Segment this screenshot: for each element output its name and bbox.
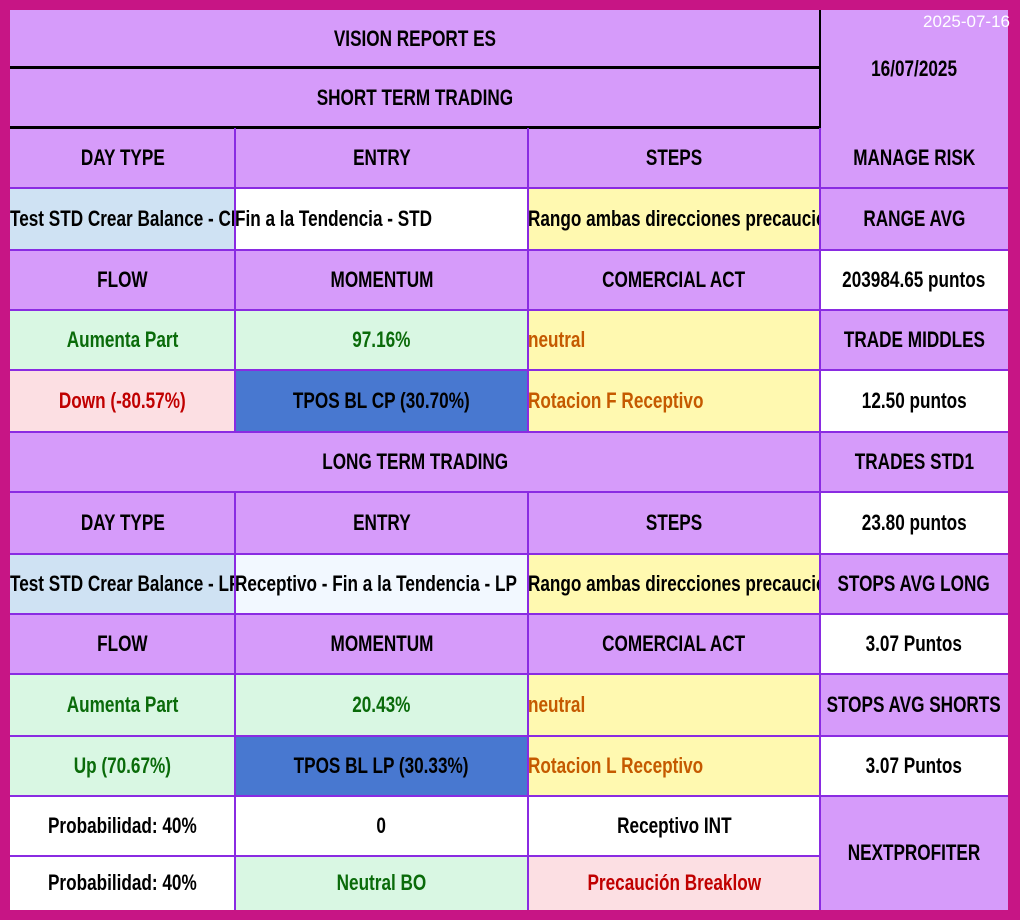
- grid-h-10: [10, 735, 1008, 737]
- receptivo-int: Receptivo INT: [528, 796, 820, 856]
- short-direction: Down (-80.57%): [10, 370, 235, 432]
- long-rotation: Rotacion L Receptivo: [528, 736, 820, 796]
- long-entry: Receptivo - Fin a la Tendencia - LP: [235, 554, 528, 614]
- probability-row-1: Probabilidad: 40%: [10, 796, 235, 856]
- brand-nextprofiter: NEXTPROFITER: [820, 796, 1008, 910]
- short-col-comercial: COMERCIAL ACT: [528, 250, 820, 310]
- trades-std1-label: TRADES STD1: [820, 432, 1008, 492]
- grid-h-6: [10, 491, 1008, 493]
- short-tpos: TPOS BL CP (30.70%): [235, 370, 528, 432]
- long-col-entry: ENTRY: [235, 492, 528, 554]
- long-col-momentum: MOMENTUM: [235, 614, 528, 674]
- grid-h-5: [10, 431, 1008, 433]
- long-tpos: TPOS BL LP (30.33%): [235, 736, 528, 796]
- grid-v-3: [819, 128, 821, 910]
- stops-avg-long-label: STOPS AVG LONG: [820, 554, 1008, 614]
- header-divider: [10, 66, 820, 69]
- long-col-flow: FLOW: [10, 614, 235, 674]
- stops-avg-shorts-label: STOPS AVG SHORTS: [820, 674, 1008, 736]
- long-term-title: LONG TERM TRADING: [10, 432, 820, 492]
- long-comercial: neutral: [528, 674, 820, 736]
- grid-v-2: [527, 128, 529, 432]
- trade-middles-value: 12.50 puntos: [820, 370, 1008, 432]
- short-momentum: 97.16%: [235, 310, 528, 370]
- short-col-entry: ENTRY: [235, 128, 528, 188]
- short-term-title: SHORT TERM TRADING: [10, 68, 820, 128]
- long-col-comercial: COMERCIAL ACT: [528, 614, 820, 674]
- header-bottom-line: [10, 126, 820, 129]
- report-date: 16/07/2025: [820, 10, 1008, 128]
- report-title: VISION REPORT ES: [10, 10, 820, 68]
- grid-h-1: [10, 187, 1008, 189]
- grid-h-8: [10, 613, 1008, 615]
- trades-std1-value: 23.80 puntos: [820, 492, 1008, 554]
- short-day-type: Test STD Crear Balance - CP: [10, 188, 235, 250]
- neutral-bo: Neutral BO: [235, 856, 528, 910]
- long-day-type: Test STD Crear Balance - LP: [10, 554, 235, 614]
- short-col-steps: STEPS: [528, 128, 820, 188]
- precaucion-breaklow: Precaución Breaklow: [528, 856, 820, 910]
- trade-middles-label: TRADE MIDDLES: [820, 310, 1008, 370]
- short-flow: Aumenta Part: [10, 310, 235, 370]
- grid-h-12: [10, 855, 820, 857]
- grid-v-1: [234, 128, 236, 432]
- report-frame: VISION REPORT ES 16/07/2025 SHORT TERM T…: [10, 10, 1008, 910]
- date-stamp: 2025-07-16: [923, 12, 1010, 31]
- long-col-steps: STEPS: [528, 492, 820, 554]
- range-avg-value: 203984.65 puntos: [820, 250, 1008, 310]
- grid-h-2: [10, 249, 1008, 251]
- stops-avg-shorts-value: 3.07 Puntos: [820, 736, 1008, 796]
- manage-risk-label: MANAGE RISK: [820, 128, 1008, 188]
- long-momentum: 20.43%: [235, 674, 528, 736]
- long-direction: Up (70.67%): [10, 736, 235, 796]
- long-col-day-type: DAY TYPE: [10, 492, 235, 554]
- grid-v-5: [527, 492, 529, 910]
- stops-avg-long-value: 3.07 Puntos: [820, 614, 1008, 674]
- header-vertical-line: [819, 10, 821, 128]
- grid-h-11: [10, 795, 1008, 797]
- grid-h-4: [10, 369, 1008, 371]
- short-rotation: Rotacion F Receptivo: [528, 370, 820, 432]
- short-col-day-type: DAY TYPE: [10, 128, 235, 188]
- probability-row-2: Probabilidad: 40%: [10, 856, 235, 910]
- short-entry: Fin a la Tendencia - STD: [235, 188, 528, 250]
- long-flow: Aumenta Part: [10, 674, 235, 736]
- short-col-momentum: MOMENTUM: [235, 250, 528, 310]
- short-steps: Rango ambas direcciones precaución: [528, 188, 820, 250]
- long-steps: Rango ambas direcciones precaución: [528, 554, 820, 614]
- grid-h-9: [10, 673, 1008, 675]
- grid-h-7: [10, 553, 1008, 555]
- grid-v-4: [234, 492, 236, 910]
- short-col-flow: FLOW: [10, 250, 235, 310]
- range-avg-label: RANGE AVG: [820, 188, 1008, 250]
- grid-h-3: [10, 309, 1008, 311]
- short-comercial: neutral: [528, 310, 820, 370]
- value-row-1: 0: [235, 796, 528, 856]
